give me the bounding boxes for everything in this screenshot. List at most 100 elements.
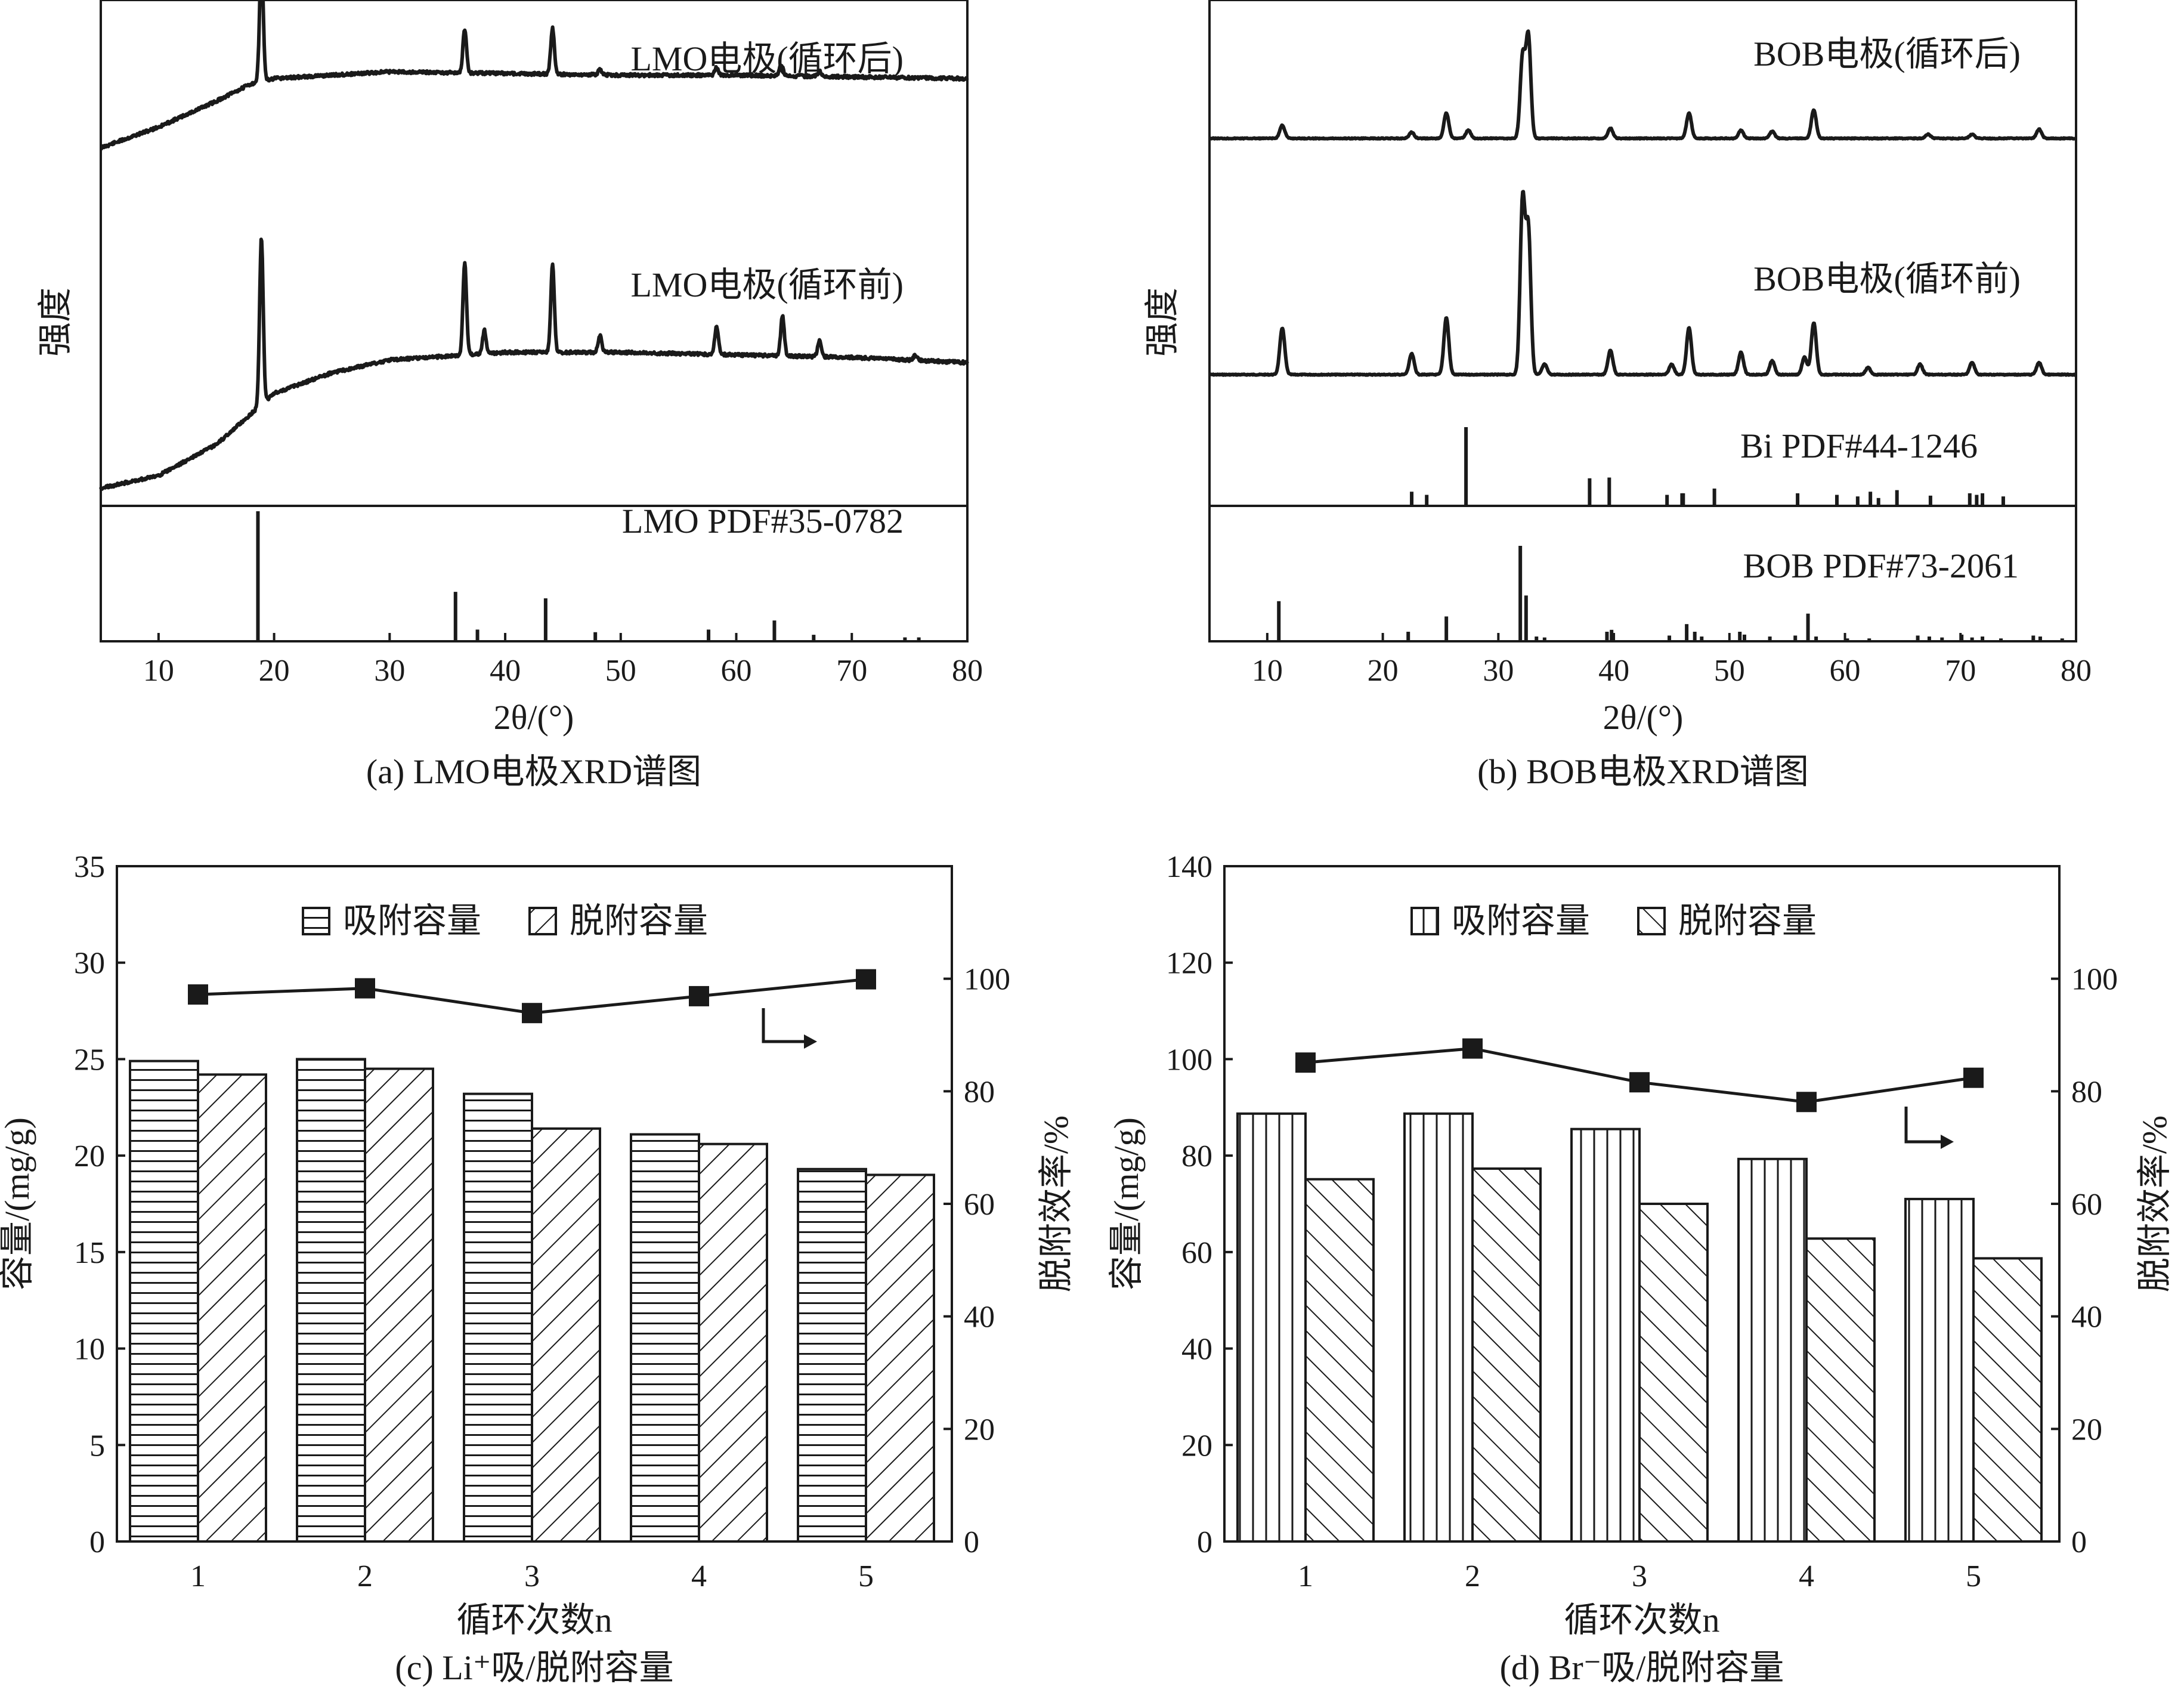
panel-d-caption: (d) Br⁻吸/脱附容量: [1500, 1648, 1784, 1687]
panel-b-traces: [1208, 29, 2078, 641]
panel-c-desorption-bar: [865, 1173, 935, 1543]
panel-a-series-1-trace: [99, 237, 969, 492]
panel-d-axes: 1 2 3 4 5 0 20 40 60 80 100 120 140 0 20 40 60 80 100: [1166, 850, 2118, 1593]
panel-a-x-tick-label: 20: [259, 654, 290, 688]
panel-b-series-0-trace: [1208, 29, 2077, 141]
panel-d-y-tick-label: 40: [1181, 1333, 1212, 1367]
panel-b-bob-xrd: 10 20 30 40 50 60 70 80 BOB电极(循环后) BOB电极(循环前) B…: [1143, 0, 2092, 791]
panel-c-efficiency-marker: [522, 1003, 542, 1024]
panel-a-traces: [99, 0, 969, 641]
panel-b-x-tick-label: 40: [1598, 654, 1629, 688]
panel-d-legend: 吸附容量 脱附容量: [1410, 901, 1817, 940]
panel-d-y2-tick-label: 20: [2071, 1413, 2102, 1447]
panel-d-adsorption-bar: [1236, 1112, 1307, 1543]
panel-d-y-tick-label: 0: [1197, 1525, 1212, 1559]
panel-c-y-axis-label: 容量/(mg/g): [0, 1117, 36, 1290]
panel-c-efficiency-marker: [856, 969, 876, 990]
panel-d-legend-adsorb-swatch: [1410, 907, 1439, 935]
panel-d-x-axis-label: 循环次数n: [1564, 1601, 1719, 1639]
panel-a-x-tick-label: 30: [374, 654, 405, 688]
panel-c-adsorption-bar: [463, 1092, 533, 1543]
panel-d-desorption-bar: [1972, 1257, 2043, 1543]
panel-d-y2-tick-label: 40: [2071, 1300, 2102, 1334]
panel-d-y-tick-label: 60: [1181, 1236, 1212, 1270]
panel-c-adsorption-bar: [797, 1167, 867, 1543]
panel-d-legend-adsorb-label: 吸附容量: [1452, 901, 1590, 940]
panel-d-efficiency-marker: [1629, 1072, 1650, 1093]
panel-a-series-0-trace: [99, 0, 969, 151]
panel-d-x-tick-label: 1: [1298, 1559, 1313, 1593]
panel-d-efficiency-marker: [1462, 1038, 1483, 1059]
panel-d-y-tick-label: 20: [1181, 1429, 1212, 1463]
panel-b-label-before: BOB电极(循环前): [1753, 259, 2021, 298]
panel-c-x-tick-label: 3: [524, 1559, 540, 1593]
panel-c-axes: 1 2 3 4 5 0 5 10 15 20 25 30 35 0 20 40 60 80 100: [74, 850, 1010, 1593]
panel-b-x-tick-label: 30: [1483, 654, 1514, 688]
panel-b-x-tick-label: 60: [1830, 654, 1861, 688]
panel-c-legend: 吸附容量 脱附容量: [302, 901, 708, 940]
panel-c-y-tick-label: 35: [74, 850, 105, 884]
panel-d-adsorption-bar: [1904, 1197, 1975, 1543]
panel-d-right-axis-arrow: [1904, 1107, 1941, 1144]
panel-a-label-after: LMO电极(循环后): [630, 39, 904, 78]
panel-c-legend-adsorb-label: 吸附容量: [343, 901, 481, 940]
panel-d-y-tick-label: 80: [1181, 1139, 1212, 1173]
panel-b-y-axis-label: 强度: [1143, 288, 1181, 357]
panel-c-efficiency-marker: [689, 985, 709, 1006]
panel-c-efficiency-marker: [188, 984, 208, 1005]
panel-c-y2-tick-label: 60: [964, 1188, 995, 1222]
panel-b-label-bob-pdf: BOB PDF#73-2061: [1743, 546, 2019, 585]
panel-c-desorption-bar: [698, 1142, 768, 1543]
panel-a-plot-frame: [100, 0, 969, 642]
panel-c-right-axis-arrow: [762, 1008, 804, 1043]
panel-d-legend-desorb-label: 脱附容量: [1678, 901, 1817, 940]
panel-d-efficiency-marker: [1963, 1067, 1984, 1088]
panel-a-x-tick-label: 50: [605, 654, 636, 688]
panel-a-lmo-xrd: 10 20 30 40 50 60 70 80 LMO电极(循环后) LMO电极(循环前) L…: [36, 0, 983, 791]
panel-d-x-tick-label: 5: [1966, 1559, 1981, 1593]
panel-c-y-tick-label: 0: [89, 1525, 105, 1559]
panel-c-desorption-bar: [531, 1127, 601, 1543]
panel-d-x-tick-label: 3: [1632, 1559, 1647, 1593]
panel-d-efficiency-marker: [1295, 1052, 1316, 1073]
panel-d-y2-tick-label: 60: [2071, 1188, 2102, 1222]
panel-d-efficiency-line: [1295, 1038, 1984, 1113]
panel-c-y2-axis-label: 脱附效率/%: [1037, 1116, 1075, 1292]
panel-c-legend-desorb-swatch: [528, 907, 557, 935]
panel-c-x-axis-label: 循环次数n: [456, 1601, 612, 1639]
panel-c-x-tick-label: 5: [858, 1559, 874, 1593]
panel-a-x-tick-label: 80: [952, 654, 983, 688]
panel-b-x-tick-label: 70: [1945, 654, 1976, 688]
panel-c-x-tick-label: 1: [190, 1559, 206, 1593]
panel-d-y-tick-label: 140: [1166, 850, 1212, 884]
panel-d-y2-tick-label: 80: [2071, 1075, 2102, 1109]
panel-c-arrowhead: [804, 1034, 817, 1049]
panel-d-efficiency-marker: [1796, 1092, 1817, 1113]
panel-c-y2-tick-label: 20: [964, 1413, 995, 1447]
panel-c-adsorption-bar: [129, 1059, 199, 1543]
panel-d-adsorption-bar: [1737, 1157, 1808, 1543]
panel-d-adsorption-bar: [1570, 1127, 1641, 1543]
panel-a-y-axis-label: 强度: [36, 288, 75, 357]
panel-b-label-after: BOB电极(循环后): [1753, 35, 2021, 73]
panel-b-x-tick-label: 50: [1714, 654, 1745, 688]
panel-a-x-tick-label: 40: [490, 654, 521, 688]
panel-c-y2-tick-label: 40: [964, 1300, 995, 1334]
panel-d-br-capacity: 1 2 3 4 5 0 20 40 60 80 100 120 140 0 20 40 60 80 100 吸附容量…: [1107, 850, 2174, 1687]
panel-d-y2-tick-label: 0: [2071, 1525, 2087, 1559]
panel-b-x-axis-label: 2θ/(°): [1603, 698, 1684, 737]
panel-d-x-tick-label: 4: [1799, 1559, 1814, 1593]
panel-a-label-pdf: LMO PDF#35-0782: [622, 502, 904, 540]
panel-c-legend-desorb-label: 脱附容量: [570, 901, 708, 940]
panel-d-y-tick-label: 120: [1166, 947, 1212, 981]
panel-c-y2-tick-label: 0: [964, 1525, 979, 1559]
panel-c-desorption-bar: [364, 1067, 434, 1543]
panel-a-x-axis: 10 20 30 40 50 60 70 80: [143, 633, 983, 688]
panel-c-caption: (c) Li⁺吸/脱附容量: [395, 1648, 673, 1687]
panel-c-y-tick-label: 25: [74, 1043, 105, 1077]
panel-d-x-tick-label: 2: [1465, 1559, 1480, 1593]
panel-c-li-capacity: 1 2 3 4 5 0 5 10 15 20 25 30 35 0 20 40 60 80 100 吸附容量 脱附容…: [0, 850, 1075, 1687]
panel-c-y2-tick-label: 100: [964, 963, 1010, 997]
panel-d-adsorption-bar: [1403, 1112, 1474, 1543]
panel-b-plot-frame: [1208, 0, 2077, 642]
